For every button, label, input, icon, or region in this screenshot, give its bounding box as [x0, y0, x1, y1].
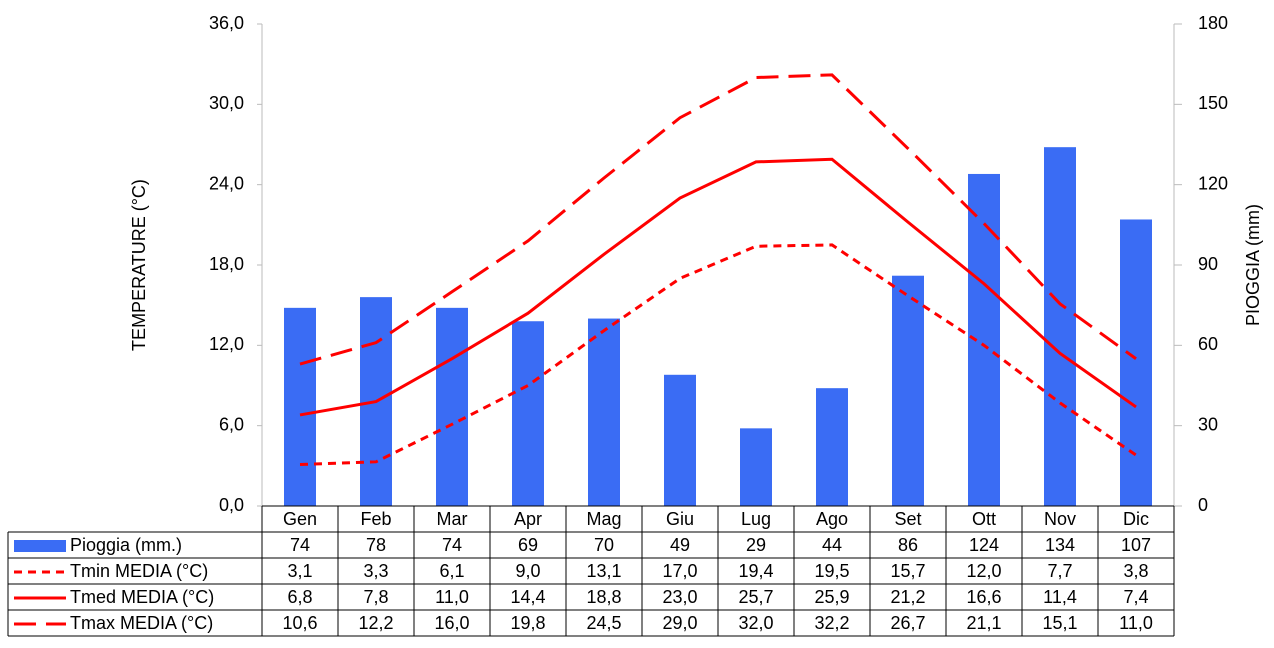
table-value: 11,0	[1119, 613, 1153, 633]
table-value: 32,2	[814, 613, 849, 633]
x-tick-label: Nov	[1044, 509, 1076, 529]
line	[299, 73, 1137, 366]
table-value: 19,8	[510, 613, 545, 633]
y-tick-label: 18,0	[209, 254, 244, 274]
bar	[816, 388, 848, 506]
table-value: 49	[670, 535, 690, 555]
y2-tick-label: 120	[1198, 173, 1228, 193]
x-tick-label: Giu	[666, 509, 694, 529]
table-value: 19,5	[814, 561, 849, 581]
table-value: 7,8	[363, 587, 388, 607]
x-tick-label: Gen	[283, 509, 317, 529]
y-tick-label: 12,0	[209, 334, 244, 354]
table-value: 16,0	[434, 613, 469, 633]
table-value: 16,6	[966, 587, 1001, 607]
table-value: 70	[594, 535, 614, 555]
table-value: 3,3	[363, 561, 388, 581]
bar	[892, 275, 924, 506]
table-value: 7,7	[1047, 561, 1072, 581]
x-tick-label: Feb	[360, 509, 391, 529]
table-value: 107	[1121, 535, 1151, 555]
table-value: 6,1	[439, 561, 464, 581]
legend-label: Tmed MEDIA (°C)	[70, 587, 214, 607]
table-value: 29,0	[662, 613, 697, 633]
table-value: 17,0	[662, 561, 697, 581]
bar	[740, 428, 772, 506]
table-value: 19,4	[738, 561, 773, 581]
bar	[588, 318, 620, 506]
y2-tick-label: 0	[1198, 495, 1208, 515]
table-value: 74	[290, 535, 310, 555]
y2-tick-label: 30	[1198, 414, 1218, 434]
bar	[1120, 219, 1152, 506]
table-value: 18,8	[586, 587, 621, 607]
x-tick-label: Ott	[972, 509, 996, 529]
table-value: 21,2	[890, 587, 925, 607]
legend-label: Pioggia (mm.)	[70, 535, 182, 555]
table-value: 13,1	[586, 561, 621, 581]
y-tick-label: 6,0	[219, 414, 244, 434]
x-tick-label: Mag	[586, 509, 621, 529]
table-value: 11,0	[435, 587, 469, 607]
x-tick-label: Lug	[741, 509, 771, 529]
table-value: 15,7	[890, 561, 925, 581]
legend-label: Tmin MEDIA (°C)	[70, 561, 208, 581]
table-value: 78	[366, 535, 386, 555]
table-value: 134	[1045, 535, 1075, 555]
table-value: 25,9	[814, 587, 849, 607]
y-tick-label: 30,0	[209, 93, 244, 113]
x-tick-label: Ago	[816, 509, 848, 529]
table-value: 6,8	[287, 587, 312, 607]
table-value: 32,0	[738, 613, 773, 633]
table-value: 69	[518, 535, 538, 555]
table-value: 3,8	[1123, 561, 1148, 581]
line	[299, 243, 1137, 466]
table-value: 3,1	[287, 561, 312, 581]
y2-axis-title: PIOGGIA (mm)	[1243, 204, 1263, 326]
x-tick-label: Apr	[514, 509, 542, 529]
legend-label: Tmax MEDIA (°C)	[70, 613, 213, 633]
bar	[664, 374, 696, 506]
bar	[436, 307, 468, 506]
table-value: 24,5	[586, 613, 621, 633]
table-value: 14,4	[510, 587, 545, 607]
table-value: 9,0	[515, 561, 540, 581]
table-value: 86	[898, 535, 918, 555]
table-value: 23,0	[662, 587, 697, 607]
table-value: 44	[822, 535, 842, 555]
bar	[1044, 147, 1076, 506]
table-value: 15,1	[1042, 613, 1077, 633]
table-value: 26,7	[890, 613, 925, 633]
line	[299, 157, 1137, 417]
y2-tick-label: 180	[1198, 13, 1228, 33]
table-value: 124	[969, 535, 999, 555]
y2-tick-label: 90	[1198, 254, 1218, 274]
table-value: 74	[442, 535, 462, 555]
y-tick-label: 0,0	[219, 495, 244, 515]
table-value: 11,4	[1043, 587, 1077, 607]
y-tick-label: 24,0	[209, 173, 244, 193]
table-value: 29	[746, 535, 766, 555]
table-value: 21,1	[966, 613, 1001, 633]
table-value: 12,0	[966, 561, 1001, 581]
table-value: 7,4	[1123, 587, 1148, 607]
table-value: 25,7	[738, 587, 773, 607]
table-value: 12,2	[358, 613, 393, 633]
x-tick-label: Dic	[1123, 509, 1149, 529]
x-tick-label: Set	[894, 509, 921, 529]
y2-tick-label: 150	[1198, 93, 1228, 113]
y-tick-label: 36,0	[209, 13, 244, 33]
bar	[512, 321, 544, 506]
table-value: 10,6	[282, 613, 317, 633]
y2-tick-label: 60	[1198, 334, 1218, 354]
y-axis-title: TEMPERATURE (°C)	[129, 179, 149, 351]
bar	[284, 307, 316, 506]
x-tick-label: Mar	[437, 509, 468, 529]
legend-swatch	[14, 540, 66, 552]
